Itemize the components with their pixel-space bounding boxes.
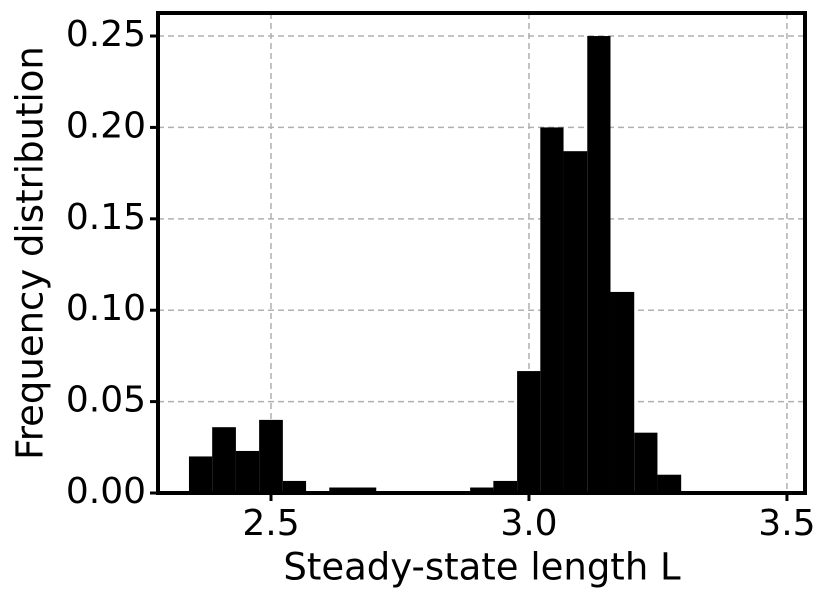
plot-frame (156, 11, 807, 495)
y-tick-label: 0.25 (66, 14, 146, 55)
x-tick-label: 3.0 (500, 503, 557, 544)
bar (235, 450, 260, 493)
y-tick-label: 0.00 (66, 471, 146, 512)
y-tick-label: 0.05 (66, 380, 146, 421)
y-tick-label: 0.10 (66, 288, 146, 329)
x-tick-label: 3.5 (758, 503, 815, 544)
y-tick-label: 0.15 (66, 197, 146, 238)
bar (212, 427, 236, 493)
bar (634, 432, 658, 493)
bar (470, 487, 494, 493)
bar (329, 487, 354, 493)
bar (259, 419, 283, 493)
bar (587, 36, 611, 494)
x-axis-label: Steady-state length L (283, 546, 681, 589)
x-tick-label: 2.5 (242, 503, 299, 544)
y-axis-label: Frequency distribution (9, 46, 52, 460)
bar (493, 480, 518, 493)
bar (282, 480, 307, 493)
bar (353, 487, 377, 493)
bar (188, 456, 213, 493)
bar (610, 291, 635, 493)
bar (657, 474, 682, 493)
bar (563, 151, 588, 493)
bar (517, 371, 541, 493)
bar (540, 127, 564, 493)
y-tick-label: 0.20 (66, 105, 146, 146)
